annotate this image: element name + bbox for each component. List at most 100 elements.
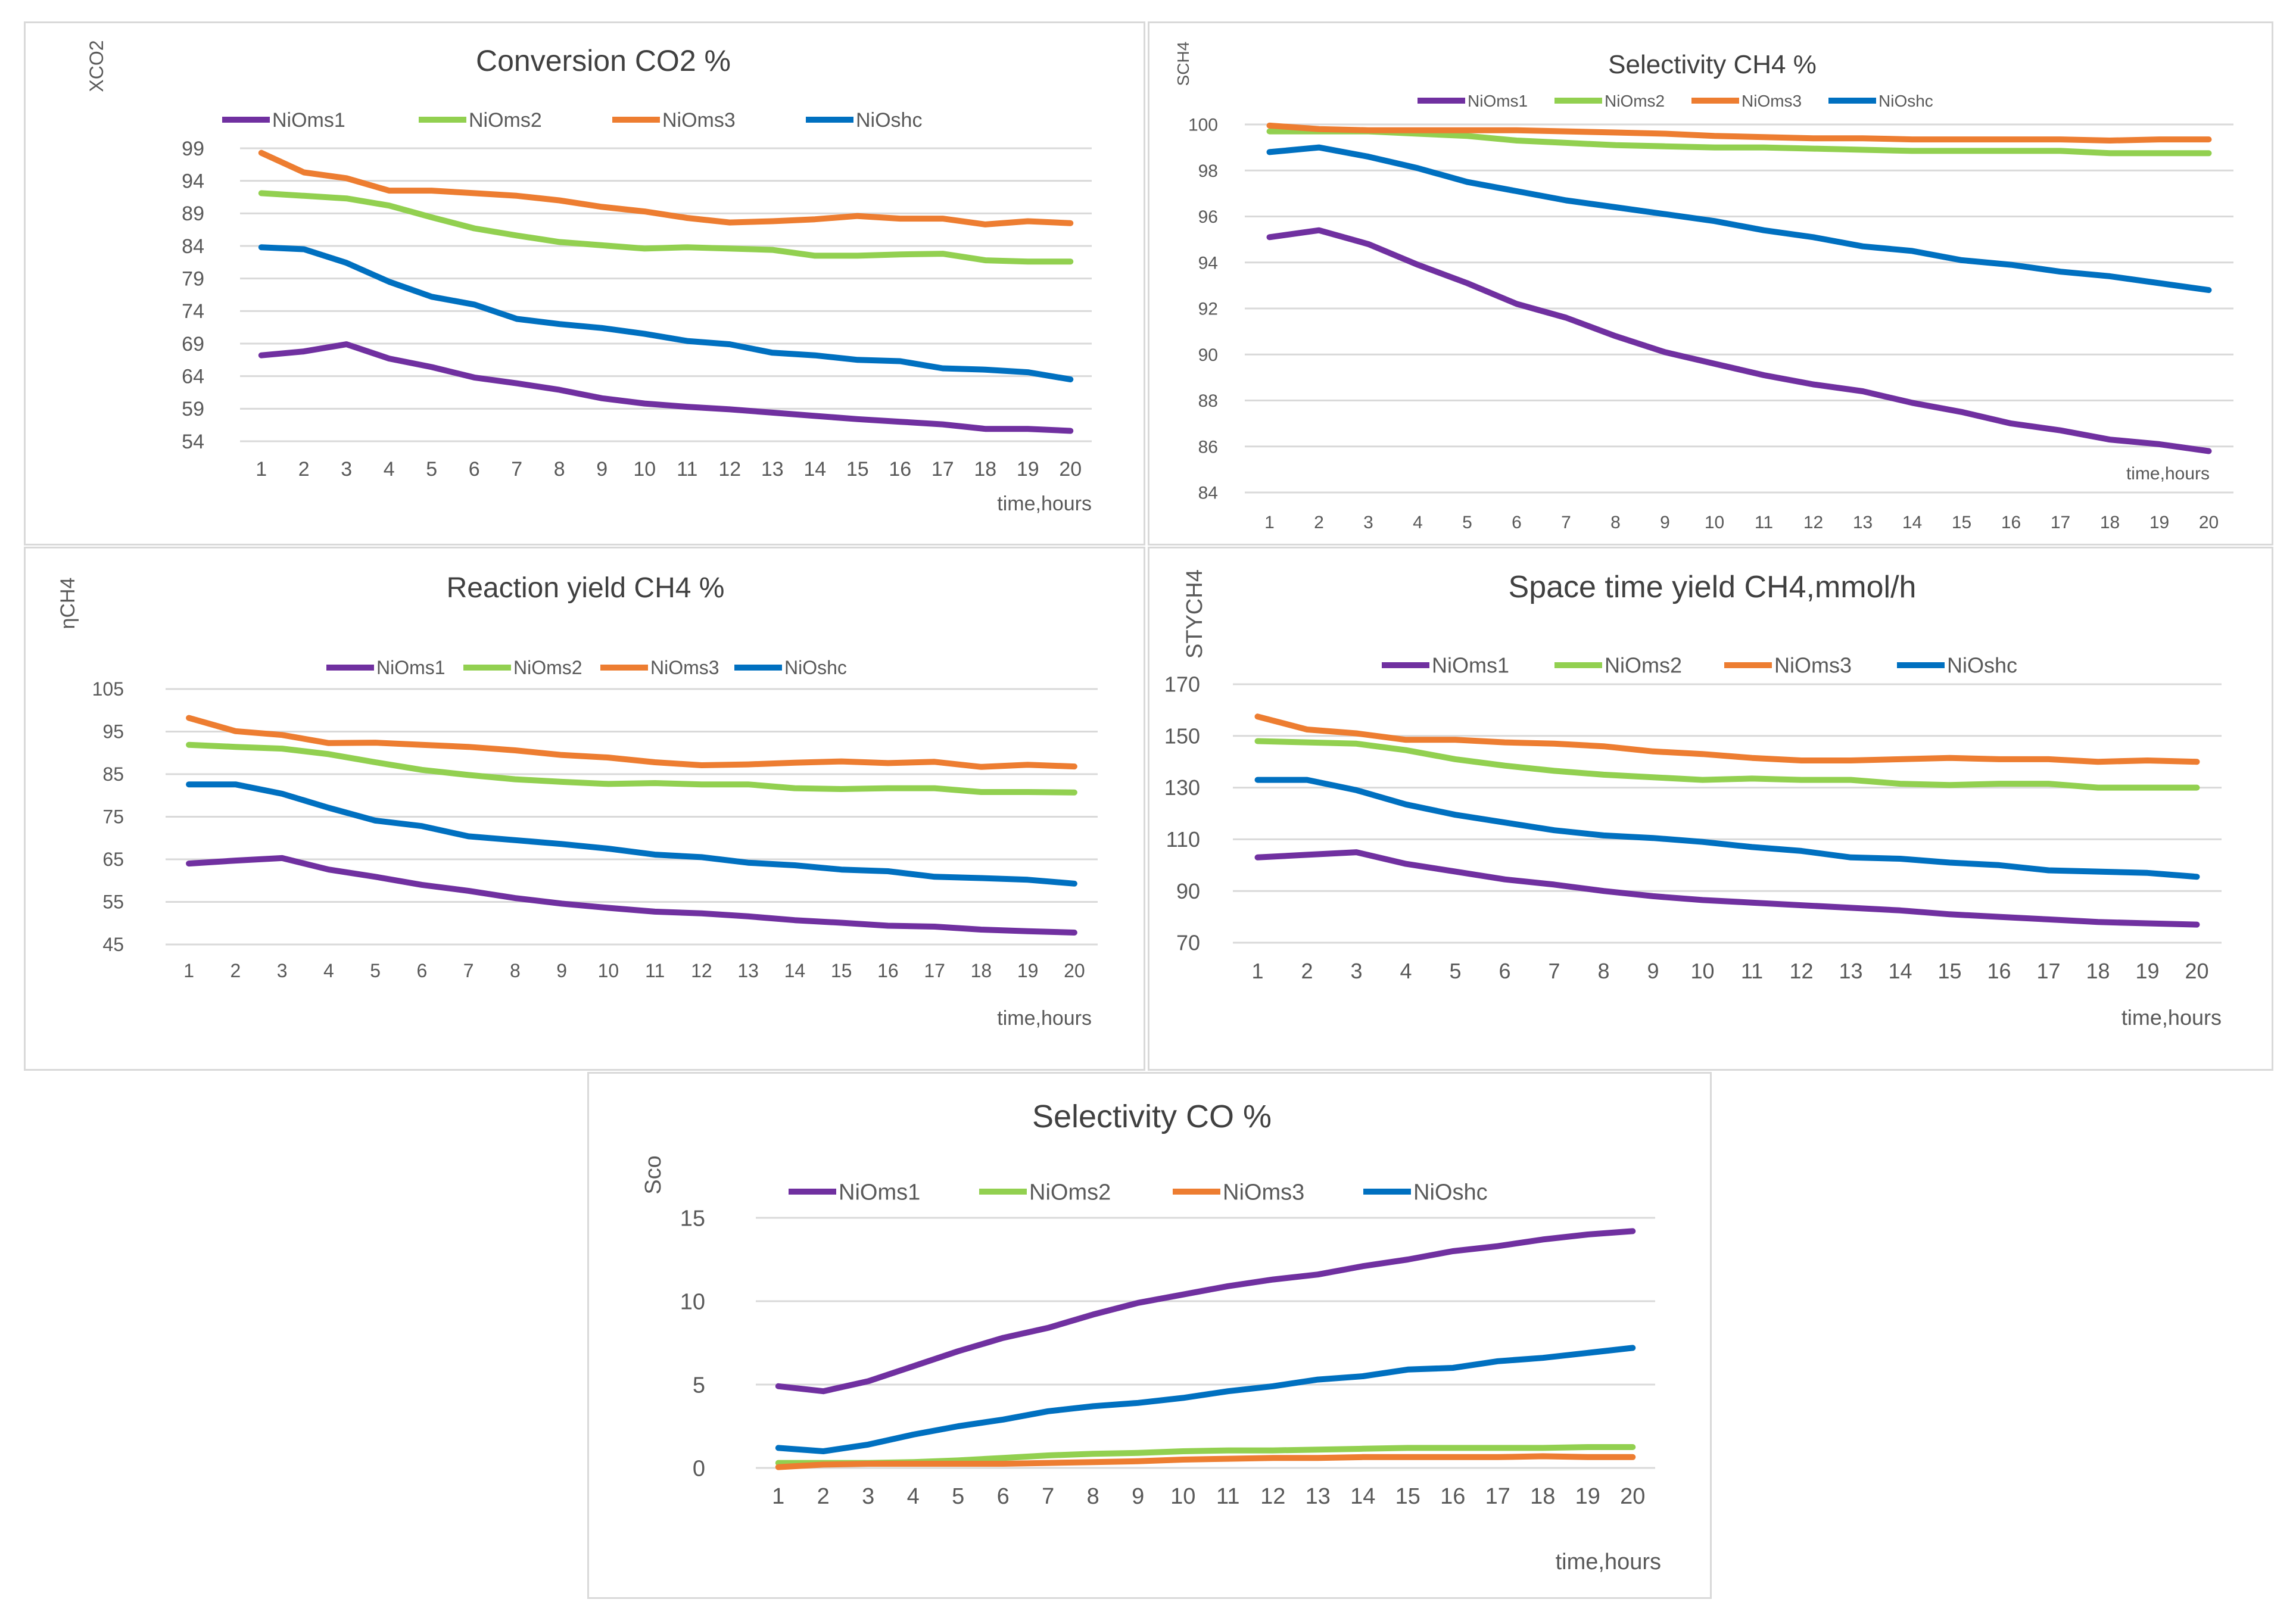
series-line-nioshc	[186, 781, 1077, 887]
x-tick-label: 8	[1087, 1484, 1099, 1509]
chart-panel-space-time-yield: Space time yield CH4,mmol/h STYCH4 70 90 110…	[1148, 547, 2273, 1071]
x-tick-label: 4	[384, 458, 395, 481]
x-tick-label: 3	[1363, 513, 1373, 532]
x-tick-label: 17	[932, 458, 954, 481]
chart-reaction-yield-ch4: Reaction yield CH4 %ηCH44555657585951051…	[57, 572, 1098, 1030]
y-tick-label: 5	[693, 1373, 705, 1398]
x-tick-label: 19	[2135, 959, 2159, 983]
x-tick-label: 11	[1755, 513, 1773, 532]
chart-panel-reaction-yield-ch4: Reaction yield CH4 % ηCH4 45 55 65 75 85 95 105 1…	[24, 547, 1145, 1071]
x-tick-label: 2	[1314, 513, 1324, 532]
chart-panel-selectivity-co: Selectivity CO % Sco 0 5 10 15 1 2 3 4 5 6 7 8 9 10 11 12…	[587, 1072, 1712, 1599]
x-tick-label: 4	[1400, 959, 1412, 983]
x-tick-label: 1	[183, 960, 194, 981]
series-line-nioms1	[258, 341, 1074, 434]
y-tick-label: 98	[1198, 161, 1218, 181]
x-tick-label: 19	[2149, 513, 2169, 532]
y-tick-label: 70	[1176, 931, 1200, 955]
y-tick-label: 110	[1166, 827, 1200, 852]
x-tick-label: 16	[1440, 1484, 1465, 1509]
series-line-nioms2	[1266, 128, 2212, 157]
x-tick-label: 19	[1575, 1484, 1600, 1509]
chart-selectivity-ch4: Selectivity CH4 %SCH48486889092949698100…	[1174, 42, 2233, 532]
x-tick-label: 6	[1512, 513, 1522, 532]
y-tick-label: 59	[182, 398, 204, 420]
y-tick-label: 64	[182, 366, 204, 388]
x-tick-label: 12	[1803, 513, 1823, 532]
x-tick-label: 2	[817, 1484, 830, 1509]
x-tick-label: 17	[1485, 1484, 1510, 1509]
x-tick-label: 19	[1017, 458, 1039, 481]
x-tick-label: 20	[1620, 1484, 1645, 1509]
y-tick-label: 15	[680, 1206, 705, 1231]
x-tick-label: 8	[510, 960, 521, 981]
x-tick-label: 10	[1705, 513, 1724, 532]
x-tick-label: 7	[511, 458, 522, 481]
series-line-nioshc	[775, 1345, 1636, 1454]
x-tick-label: 4	[323, 960, 334, 981]
series-line-nioms3	[1266, 122, 2212, 144]
x-axis-label: time,hours	[997, 1007, 1092, 1030]
x-tick-label: 2	[1301, 959, 1313, 983]
x-tick-label: 3	[1350, 959, 1362, 983]
chart-conversion-co2: Conversion CO2 %XCO254596469747984899499…	[86, 40, 1092, 515]
x-tick-label: 18	[1530, 1484, 1555, 1509]
x-tick-label: 10	[633, 458, 656, 481]
y-tick-label: 69	[182, 333, 204, 356]
x-tick-label: 12	[718, 458, 741, 481]
x-tick-label: 7	[1548, 959, 1560, 983]
x-tick-label: 1	[1251, 959, 1263, 983]
series-line-nioms3	[775, 1453, 1636, 1470]
series-line-nioms1	[186, 855, 1077, 936]
y-axis-label: SCH4	[1174, 42, 1192, 86]
chart-title: Reaction yield CH4 %	[447, 572, 725, 604]
x-tick-label: 12	[1260, 1484, 1285, 1509]
x-tick-label: 15	[846, 458, 869, 481]
y-tick-label: 96	[1198, 207, 1218, 227]
x-tick-label: 14	[803, 458, 826, 481]
x-tick-label: 16	[877, 960, 899, 981]
x-tick-label: 17	[2051, 513, 2070, 532]
y-tick-label: 94	[1198, 253, 1218, 273]
y-tick-label: 0	[693, 1456, 705, 1481]
series-line-nioms1	[1266, 227, 2212, 454]
x-axis-label: time,hours	[997, 492, 1092, 515]
x-tick-label: 7	[1042, 1484, 1054, 1509]
x-tick-label: 10	[1170, 1484, 1195, 1509]
series-line-nioms3	[186, 715, 1077, 770]
x-tick-label: 12	[691, 960, 712, 981]
series-line-nioms3	[258, 149, 1074, 227]
x-tick-label: 11	[677, 458, 697, 481]
x-tick-label: 9	[1647, 959, 1659, 983]
x-tick-label: 8	[1597, 959, 1609, 983]
series-line-nioms1	[775, 1228, 1636, 1395]
x-tick-label: 18	[971, 960, 992, 981]
y-axis-label: ηCH4	[57, 578, 79, 629]
y-tick-label: 65	[102, 849, 124, 870]
y-tick-label: 84	[1198, 484, 1218, 503]
x-tick-label: 10	[1690, 959, 1714, 983]
legend-label: NiOms3	[662, 109, 736, 132]
series-line-nioshc	[1266, 144, 2212, 294]
x-tick-label: 7	[463, 960, 474, 981]
x-tick-label: 9	[1660, 513, 1670, 532]
y-tick-label: 170	[1164, 672, 1200, 697]
legend-label: NiOshc	[1413, 1180, 1488, 1205]
y-tick-label: 54	[182, 431, 204, 453]
x-tick-label: 15	[1952, 513, 1971, 532]
y-tick-label: 86	[1198, 437, 1218, 457]
y-tick-label: 74	[182, 300, 204, 323]
y-tick-label: 100	[1188, 116, 1218, 135]
x-tick-label: 18	[974, 458, 996, 481]
series-line-nioshc	[258, 244, 1074, 383]
x-tick-label: 1	[256, 458, 267, 481]
x-tick-label: 16	[1987, 959, 2011, 983]
y-tick-label: 88	[1198, 391, 1218, 411]
x-tick-label: 20	[1064, 960, 1085, 981]
x-tick-label: 10	[598, 960, 619, 981]
chart-space-time-yield: Space time yield CH4,mmol/hSTYCH47090110…	[1164, 569, 2222, 1030]
legend-label: NiOshc	[784, 657, 847, 678]
x-axis-label: time,hours	[2121, 1005, 2222, 1030]
legend-label: NiOms2	[1029, 1180, 1111, 1205]
x-axis-label: time,hours	[2126, 464, 2210, 484]
